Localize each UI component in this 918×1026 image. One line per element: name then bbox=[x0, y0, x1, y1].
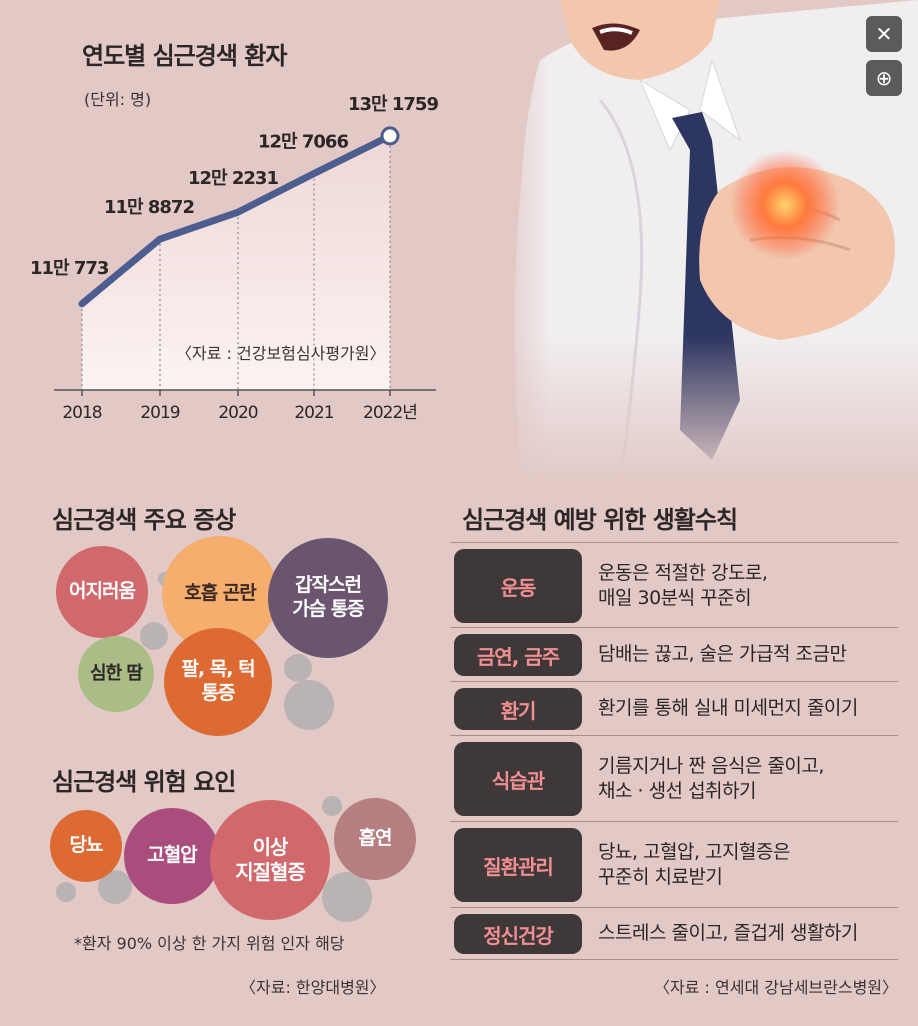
decorative-dot bbox=[284, 680, 334, 730]
prevention-row: 금연, 금주 담배는 끊고, 술은 가급적 조금만 bbox=[450, 628, 898, 682]
prevention-desc: 운동은 적절한 강도로, 매일 30분씩 꾸준히 bbox=[598, 562, 768, 609]
prevention-row: 운동 운동은 적절한 강도로, 매일 30분씩 꾸준히 bbox=[450, 542, 898, 628]
prevention-title: 심근경색 예방 위한 생활수칙 bbox=[462, 506, 738, 534]
x-tick-label: 2021 bbox=[294, 403, 333, 423]
prevention-label: 금연, 금주 bbox=[454, 634, 582, 676]
prevention-label: 질환관리 bbox=[454, 828, 582, 902]
symptoms-title: 심근경색 주요 증상 bbox=[52, 506, 236, 534]
data-label: 11만 8872 bbox=[104, 197, 194, 218]
symptom-bubble: 갑작스런 가슴 통증 bbox=[268, 538, 388, 658]
prevention-desc: 담배는 끊고, 술은 가급적 조금만 bbox=[598, 643, 847, 665]
decorative-dot bbox=[284, 654, 312, 682]
series-end-point bbox=[380, 126, 400, 146]
chart-title: 연도별 심근경색 환자 bbox=[82, 42, 287, 70]
data-label: 12만 2231 bbox=[188, 168, 278, 189]
risk-bubble: 이상 지질혈증 bbox=[210, 800, 330, 920]
line-chart: 연도별 심근경색 환자 (단위: 명) 11만 773 11만 8872 12만 2… bbox=[0, 0, 520, 440]
prevention-label: 운동 bbox=[454, 549, 582, 623]
zoom-in-icon: ⊕ bbox=[875, 66, 893, 90]
risk-source: 〈자료: 한양대병원〉 bbox=[240, 978, 386, 997]
chart-area bbox=[82, 135, 390, 390]
risk-title: 심근경색 위험 요인 bbox=[52, 768, 236, 796]
series-line bbox=[78, 132, 394, 308]
prevention-desc: 환기를 통해 실내 미세먼지 줄이기 bbox=[598, 697, 858, 719]
decorative-dot bbox=[140, 622, 168, 650]
decorative-dot bbox=[322, 872, 372, 922]
prevention-desc: 당뇨, 고혈압, 고지혈증은 꾸준히 치료받기 bbox=[598, 841, 790, 888]
prevention-desc: 기름지거나 짠 음식은 줄이고, 채소 · 생선 섭취하기 bbox=[598, 755, 824, 802]
symptom-bubble: 심한 땀 bbox=[78, 636, 154, 712]
prevention-label: 정신건강 bbox=[454, 914, 582, 954]
risk-footnote: *환자 90% 이상 한 가지 위험 인자 해당 bbox=[74, 934, 345, 953]
x-tick-label: 2020 bbox=[218, 403, 257, 423]
man-clutching-chest-image bbox=[500, 0, 918, 480]
zoom-in-button[interactable]: ⊕ bbox=[866, 60, 902, 96]
chart-source: 〈자료 : 건강보험심사평가원〉 bbox=[176, 344, 386, 363]
data-label: 11만 773 bbox=[30, 258, 109, 279]
x-tick-label: 2019 bbox=[140, 403, 179, 423]
prevention-row: 환기 환기를 통해 실내 미세먼지 줄이기 bbox=[450, 682, 898, 736]
data-label: 13만 1759 bbox=[348, 94, 438, 115]
prevention-row: 정신건강 스트레스 줄이고, 즐겁게 생활하기 bbox=[450, 908, 898, 960]
symptom-bubble: 어지러움 bbox=[56, 546, 148, 638]
prevention-source: 〈자료 : 연세대 강남세브란스병원〉 bbox=[654, 978, 899, 997]
x-tick-label: 2018 bbox=[62, 403, 101, 423]
prevention-desc: 스트레스 줄이고, 즐겁게 생활하기 bbox=[598, 922, 858, 944]
risk-bubble: 당뇨 bbox=[50, 810, 122, 882]
prevention-label: 식습관 bbox=[454, 742, 582, 816]
close-icon: ✕ bbox=[875, 22, 893, 46]
close-button[interactable]: ✕ bbox=[866, 16, 902, 52]
decorative-dot bbox=[56, 882, 76, 902]
prevention-label: 환기 bbox=[454, 688, 582, 730]
data-label: 12만 7066 bbox=[258, 131, 348, 152]
prevention-row: 식습관 기름지거나 짠 음식은 줄이고, 채소 · 생선 섭취하기 bbox=[450, 736, 898, 822]
x-tick-label: 2022년 bbox=[363, 403, 417, 423]
risk-bubble: 고혈압 bbox=[124, 808, 220, 904]
risk-bubble: 흡연 bbox=[334, 798, 416, 880]
prevention-row: 질환관리 당뇨, 고혈압, 고지혈증은 꾸준히 치료받기 bbox=[450, 822, 898, 908]
symptom-bubble: 팔, 목, 턱 통증 bbox=[164, 628, 272, 736]
decorative-dot bbox=[322, 796, 342, 816]
chart-unit: (단위: 명) bbox=[84, 90, 152, 109]
